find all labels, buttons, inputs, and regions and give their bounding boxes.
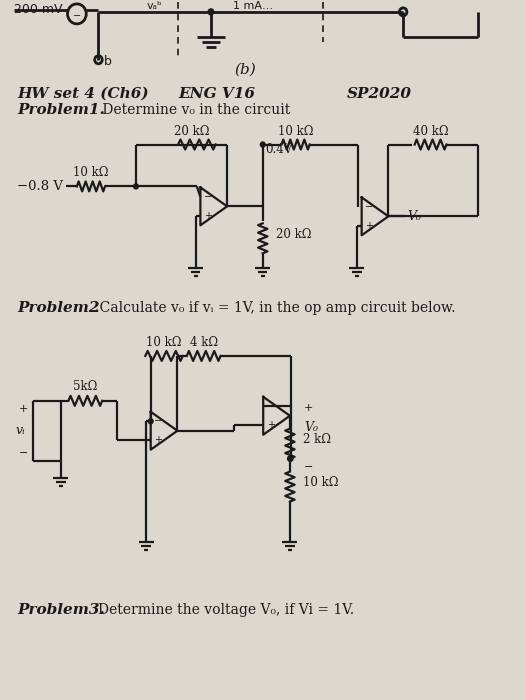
Text: −: − [365,202,373,212]
Text: V₀: V₀ [304,421,318,434]
Text: +: + [19,404,28,414]
Text: −0.8 V: −0.8 V [17,180,63,193]
Text: 10 kΩ: 10 kΩ [303,476,339,489]
Circle shape [288,456,293,461]
Text: HW set 4 (Ch6): HW set 4 (Ch6) [17,87,149,101]
Text: 0.4V: 0.4V [266,143,293,156]
Text: 2 kΩ: 2 kΩ [303,433,331,446]
Text: Problem2: Problem2 [17,301,99,315]
Text: 10 kΩ: 10 kΩ [146,337,182,349]
Text: −: − [304,461,313,472]
Text: b: b [104,55,112,69]
Text: 20 kΩ: 20 kΩ [174,125,210,138]
Text: −: − [267,401,275,412]
Text: Problem3.: Problem3. [17,603,104,617]
Text: −: − [204,192,212,202]
Text: 10 kΩ: 10 kΩ [278,125,313,138]
Text: 20 kΩ: 20 kΩ [276,228,311,241]
Text: SP2020: SP2020 [347,87,412,101]
Text: ENG V16: ENG V16 [178,87,255,101]
Circle shape [149,419,153,423]
Text: Determine v₀ in the circuit: Determine v₀ in the circuit [99,103,291,117]
Circle shape [133,184,138,189]
Text: 1 mA…: 1 mA… [233,1,272,11]
Text: (b): (b) [235,63,257,77]
Text: vₐᵇ: vₐᵇ [147,1,163,11]
Text: +: + [304,402,313,413]
Text: vᵢ: vᵢ [16,424,25,438]
Text: 40 kΩ: 40 kΩ [413,125,448,138]
Text: +: + [365,220,373,231]
Text: Determine the voltage V₀, if Vi = 1V.: Determine the voltage V₀, if Vi = 1V. [98,603,354,617]
Text: −: − [73,11,81,21]
Text: −: − [154,416,163,426]
Text: 10 kΩ: 10 kΩ [73,166,109,179]
Text: Problem1.: Problem1. [17,103,104,117]
Text: 4 kΩ: 4 kΩ [190,337,218,349]
Text: +: + [154,435,162,445]
Text: .Calculate v₀ if vᵢ = 1V, in the op amp circuit below.: .Calculate v₀ if vᵢ = 1V, in the op amp … [91,301,456,315]
Text: +: + [267,420,275,430]
Text: 5kΩ: 5kΩ [73,380,98,393]
Text: +: + [204,211,212,220]
Circle shape [260,142,265,147]
Text: V₀: V₀ [407,210,421,223]
Circle shape [288,456,292,461]
Circle shape [208,9,214,15]
Text: −: − [19,448,28,458]
Text: 200 mV: 200 mV [14,4,62,16]
